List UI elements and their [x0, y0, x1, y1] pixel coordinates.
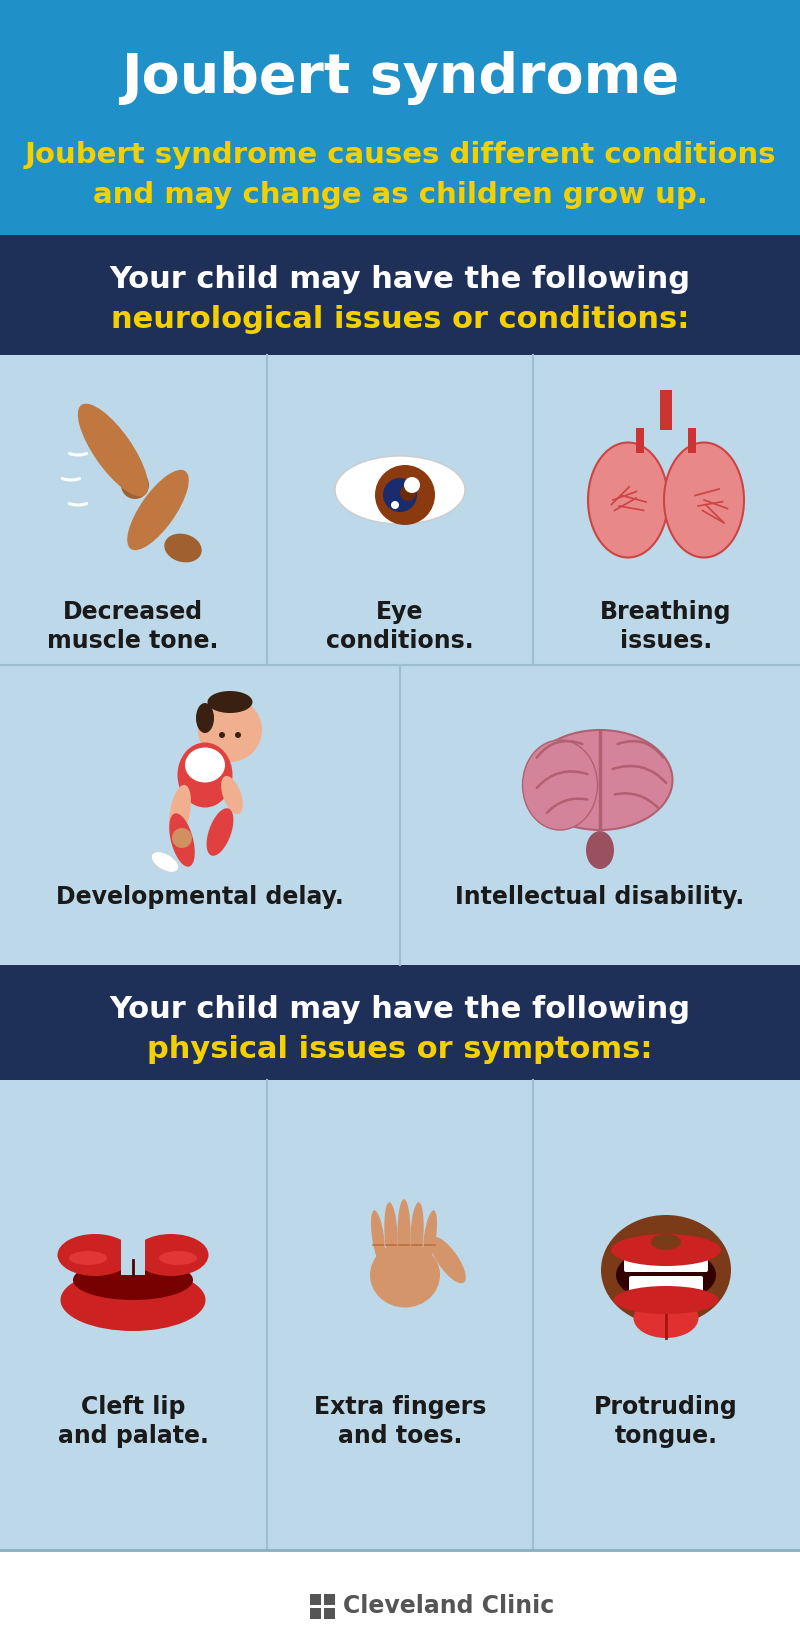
Ellipse shape: [221, 776, 243, 814]
Ellipse shape: [78, 403, 148, 496]
FancyBboxPatch shape: [629, 1276, 703, 1294]
FancyBboxPatch shape: [0, 1550, 800, 1638]
Ellipse shape: [423, 1210, 437, 1265]
Text: Developmental delay.: Developmental delay.: [56, 885, 344, 909]
Ellipse shape: [398, 1199, 410, 1266]
Ellipse shape: [169, 785, 191, 839]
FancyBboxPatch shape: [121, 1230, 145, 1274]
Circle shape: [400, 485, 416, 501]
Ellipse shape: [410, 1202, 424, 1266]
FancyBboxPatch shape: [636, 428, 644, 454]
Ellipse shape: [134, 1233, 209, 1276]
Ellipse shape: [586, 830, 614, 870]
Ellipse shape: [384, 1202, 398, 1266]
Ellipse shape: [335, 455, 465, 524]
Circle shape: [235, 732, 241, 739]
FancyBboxPatch shape: [310, 1609, 321, 1618]
Ellipse shape: [58, 1233, 133, 1276]
Text: Your child may have the following: Your child may have the following: [110, 996, 690, 1024]
Ellipse shape: [588, 442, 668, 557]
Ellipse shape: [170, 814, 194, 867]
FancyBboxPatch shape: [0, 965, 800, 1079]
Circle shape: [391, 501, 399, 509]
FancyBboxPatch shape: [688, 428, 696, 454]
Ellipse shape: [616, 1248, 716, 1302]
Circle shape: [219, 732, 225, 739]
FancyBboxPatch shape: [324, 1594, 335, 1605]
Ellipse shape: [178, 742, 233, 808]
Ellipse shape: [370, 1243, 440, 1307]
Circle shape: [404, 477, 420, 493]
Ellipse shape: [121, 472, 149, 500]
Ellipse shape: [614, 1286, 718, 1314]
Text: Protruding
tongue.: Protruding tongue.: [594, 1396, 738, 1448]
Ellipse shape: [634, 1297, 698, 1338]
Ellipse shape: [527, 731, 673, 830]
Ellipse shape: [127, 470, 189, 550]
Circle shape: [375, 465, 435, 526]
Ellipse shape: [601, 1215, 731, 1325]
FancyBboxPatch shape: [0, 1079, 800, 1550]
Text: Extra fingers
and toes.: Extra fingers and toes.: [314, 1396, 486, 1448]
Text: Joubert syndrome: Joubert syndrome: [121, 51, 679, 105]
Ellipse shape: [185, 747, 225, 783]
Circle shape: [198, 698, 262, 762]
FancyBboxPatch shape: [0, 355, 800, 965]
Ellipse shape: [206, 808, 234, 855]
Ellipse shape: [73, 1260, 193, 1301]
Ellipse shape: [61, 1269, 206, 1332]
Text: Breathing
issues.: Breathing issues.: [600, 600, 732, 654]
Ellipse shape: [651, 1233, 681, 1250]
Ellipse shape: [664, 442, 744, 557]
Ellipse shape: [207, 691, 253, 713]
Ellipse shape: [164, 534, 202, 562]
Text: physical issues or symptoms:: physical issues or symptoms:: [147, 1035, 653, 1065]
Text: Joubert syndrome causes different conditions: Joubert syndrome causes different condit…: [24, 141, 776, 169]
FancyBboxPatch shape: [0, 234, 800, 355]
Circle shape: [383, 478, 417, 513]
FancyBboxPatch shape: [624, 1250, 708, 1273]
Text: neurological issues or conditions:: neurological issues or conditions:: [111, 306, 689, 334]
Text: Cleft lip
and palate.: Cleft lip and palate.: [58, 1396, 209, 1448]
Text: and may change as children grow up.: and may change as children grow up.: [93, 182, 707, 210]
Ellipse shape: [196, 703, 214, 732]
Ellipse shape: [611, 1233, 721, 1266]
Text: Decreased
muscle tone.: Decreased muscle tone.: [47, 600, 218, 654]
Ellipse shape: [151, 852, 178, 871]
Ellipse shape: [371, 1210, 385, 1265]
Ellipse shape: [69, 1251, 107, 1265]
Text: Intellectual disability.: Intellectual disability.: [455, 885, 745, 909]
Circle shape: [172, 827, 192, 848]
Text: Your child may have the following: Your child may have the following: [110, 265, 690, 295]
Ellipse shape: [159, 1251, 197, 1265]
FancyBboxPatch shape: [324, 1609, 335, 1618]
Text: Cleveland Clinic: Cleveland Clinic: [343, 1594, 554, 1618]
Ellipse shape: [430, 1237, 466, 1283]
Text: Eye
conditions.: Eye conditions.: [326, 600, 474, 654]
FancyBboxPatch shape: [0, 0, 800, 234]
FancyBboxPatch shape: [660, 390, 672, 431]
Ellipse shape: [522, 740, 598, 830]
FancyBboxPatch shape: [310, 1594, 321, 1605]
